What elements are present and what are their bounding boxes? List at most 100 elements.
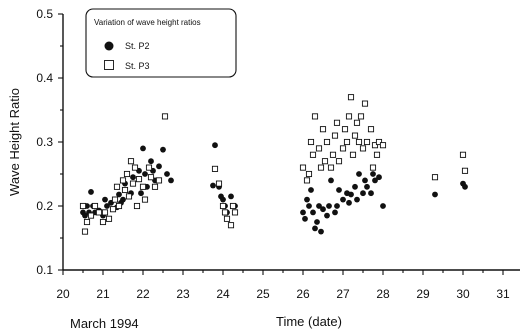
data-point-st-p3	[323, 138, 331, 146]
data-point-st-p3	[307, 138, 315, 146]
data-point-st-p3	[319, 126, 327, 133]
x-tick-label: 29	[416, 287, 430, 301]
data-point-st-p2	[212, 142, 218, 149]
y-axis-title: Wave Height Ratio	[7, 88, 22, 196]
data-point-st-p3	[315, 145, 323, 152]
legend-title: Variation of wave height ratios	[94, 18, 201, 27]
data-point-st-p2	[104, 203, 110, 209]
data-point-st-p2	[348, 191, 354, 198]
data-point-st-p3	[105, 215, 113, 222]
data-point-st-p2	[120, 196, 126, 203]
data-point-st-p3	[371, 142, 379, 149]
data-point-st-p2	[376, 174, 382, 181]
data-point-st-p3	[79, 202, 87, 210]
data-point-st-p3	[135, 176, 143, 183]
data-point-st-p2	[340, 196, 346, 203]
data-point-st-p3	[83, 218, 91, 226]
data-point-st-p3	[81, 228, 89, 235]
data-point-st-p3	[127, 158, 135, 165]
legend: Variation of wave height ratios St. P2 S…	[85, 8, 237, 78]
data-point-st-p2	[356, 171, 362, 177]
data-point-st-p3	[309, 151, 317, 158]
x-tick-label: 22	[136, 287, 150, 301]
data-point-st-p2	[304, 196, 310, 203]
legend-marker-st-p3	[104, 60, 114, 70]
data-point-st-p2	[318, 228, 324, 235]
data-point-st-p2	[334, 203, 340, 209]
legend-label-st-p3: St. P3	[125, 61, 150, 71]
y-tick-label: 0.4	[36, 71, 53, 85]
data-point-st-p2	[156, 163, 162, 170]
data-point-st-p3	[343, 138, 351, 146]
data-point-st-p2	[364, 183, 370, 190]
data-point-st-p3	[357, 113, 365, 120]
data-point-st-p2	[302, 215, 308, 222]
data-point-st-p3	[333, 119, 341, 126]
data-point-st-p2	[372, 177, 378, 184]
data-point-st-p3	[335, 158, 343, 165]
x-tick-label: 24	[216, 287, 230, 301]
data-point-st-p2	[328, 177, 334, 184]
axis-ticks: 20 21 22 23 24 25 26 27 28 29 30 31 0.1 0.2 0.3 0.4 0.5	[36, 7, 510, 301]
data-point-st-p3	[141, 196, 149, 203]
data-point-st-p3	[359, 145, 367, 152]
data-point-st-p2	[160, 146, 166, 153]
data-point-st-p3	[95, 209, 103, 216]
data-point-st-p2	[320, 206, 326, 213]
data-point-st-p3	[321, 158, 329, 165]
data-point-st-p3	[367, 126, 375, 133]
data-point-st-p3	[351, 132, 359, 139]
legend-label-st-p2: St. P2	[125, 41, 150, 51]
x-tick-label: 30	[456, 287, 470, 301]
data-point-st-p2	[310, 209, 316, 216]
data-point-st-p2	[380, 203, 386, 209]
data-point-st-p3	[151, 183, 159, 190]
data-point-st-p2	[432, 191, 438, 198]
data-point-st-p3	[113, 183, 121, 190]
data-point-st-p3	[341, 126, 349, 133]
data-point-st-p3	[99, 218, 107, 226]
data-point-st-p3	[121, 186, 129, 194]
data-point-st-p3	[223, 215, 231, 222]
data-point-st-p2	[88, 189, 94, 195]
x-tick-label: 26	[296, 287, 310, 301]
data-point-st-p3	[211, 165, 219, 172]
data-point-st-p2	[360, 190, 366, 197]
data-point-st-p2	[116, 191, 122, 198]
data-point-st-p3	[133, 202, 141, 210]
data-point-st-p2	[332, 209, 338, 216]
data-point-st-p3	[215, 180, 223, 187]
data-point-st-p3	[129, 180, 137, 187]
data-point-st-p3	[91, 202, 99, 210]
data-point-st-p2	[130, 174, 136, 181]
data-point-st-p2	[316, 203, 322, 209]
data-point-st-p3	[87, 212, 95, 219]
data-point-st-p2	[312, 225, 318, 232]
data-point-st-p2	[314, 219, 320, 225]
data-point-st-p3	[119, 177, 127, 184]
data-point-st-p3	[305, 170, 313, 178]
data-point-st-p3	[219, 202, 227, 210]
data-point-st-p2	[336, 187, 342, 193]
data-point-st-p3	[431, 174, 439, 181]
data-point-st-p2	[300, 209, 306, 216]
data-point-st-p3	[131, 164, 139, 171]
y-tick-label: 0.3	[36, 135, 53, 149]
data-point-st-p2	[168, 177, 174, 184]
data-point-st-p3	[355, 138, 363, 146]
data-point-st-p3	[125, 193, 133, 200]
data-point-st-p3	[147, 174, 155, 181]
data-point-st-p2	[362, 177, 368, 184]
series-st-p2	[80, 142, 468, 235]
data-point-st-p2	[368, 190, 374, 197]
data-point-st-p3	[115, 202, 123, 210]
legend-box	[85, 8, 237, 78]
data-point-st-p3	[311, 113, 319, 120]
x-tick-label: 21	[96, 287, 110, 301]
data-point-st-p3	[231, 209, 239, 216]
data-point-st-p2	[140, 145, 146, 152]
data-point-st-p2	[148, 158, 154, 165]
data-point-st-p3	[353, 119, 361, 126]
data-point-st-p3	[369, 164, 377, 171]
data-point-st-p2	[102, 196, 108, 203]
